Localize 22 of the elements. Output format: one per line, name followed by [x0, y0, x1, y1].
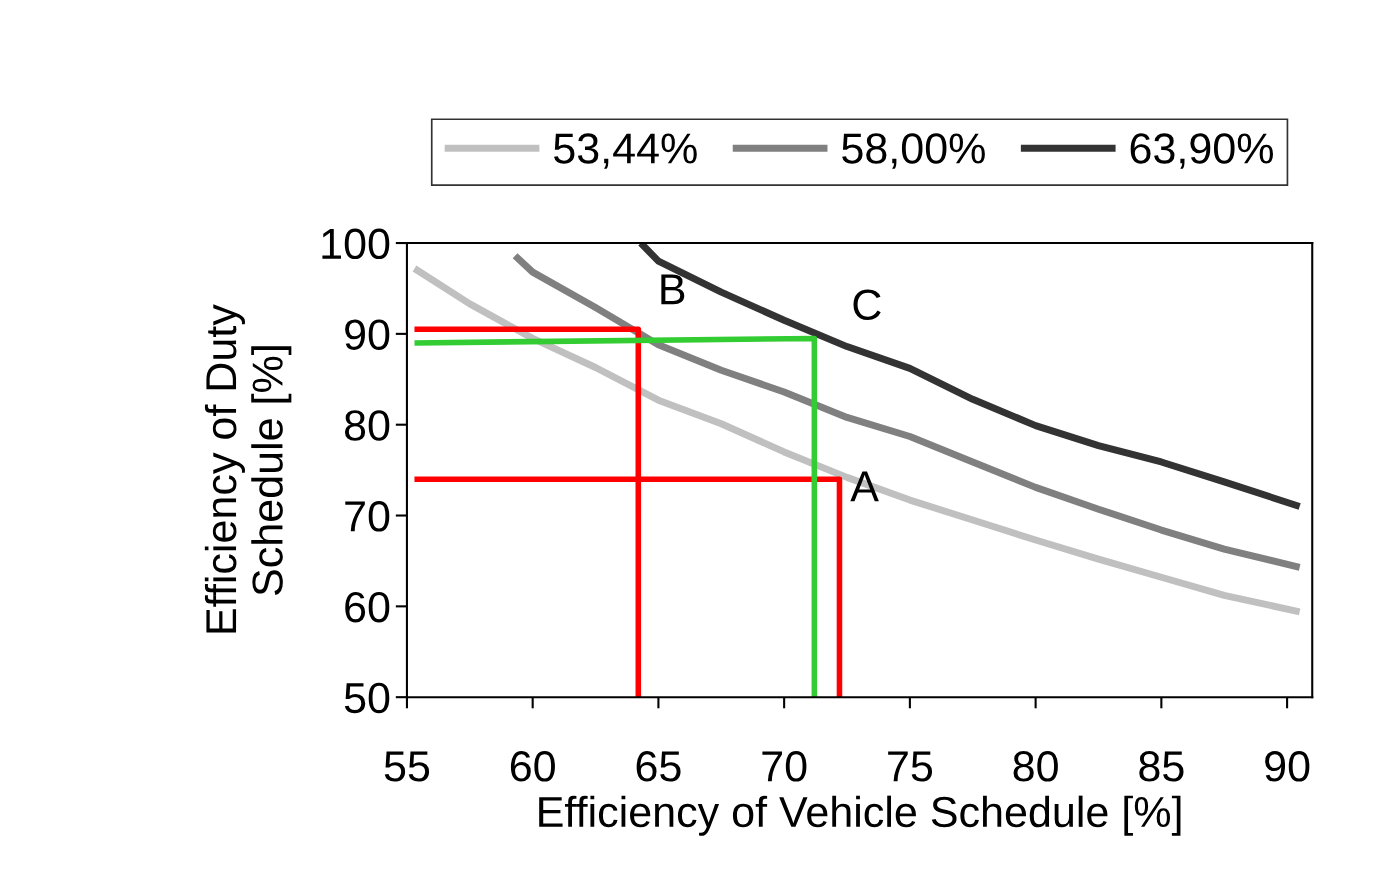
y-tick-label: 100	[322, 228, 390, 260]
x-tick-label: 55	[384, 751, 430, 782]
legend-label: 63,90%	[1130, 133, 1273, 169]
annotation: A	[850, 471, 879, 502]
x-axis-title: Efficiency of Vehicle Schedule [%]	[539, 795, 1181, 836]
legend-label: 58,00%	[842, 133, 985, 169]
x-tick-label: 65	[636, 751, 681, 782]
annotation: C	[853, 289, 881, 320]
x-tick-label: 90	[1265, 751, 1310, 782]
annotation: B	[661, 274, 685, 305]
x-tick-label: 80	[1013, 751, 1058, 782]
y-tick-label: 60	[345, 591, 390, 623]
x-tick-label: 75	[888, 751, 933, 782]
legend-label: 53,44%	[554, 133, 697, 169]
x-tick-label: 60	[510, 751, 555, 782]
x-tick-label: 85	[1139, 751, 1184, 782]
y-tick-label: 90	[345, 319, 390, 350]
x-tick-label: 70	[762, 751, 807, 782]
y-tick-label: 80	[344, 410, 390, 441]
y-tick-label: 50	[344, 682, 390, 714]
y-axis-title: Efficiency of Duty Schedule [%]	[204, 304, 292, 633]
y-tick-label: 70	[345, 501, 390, 532]
